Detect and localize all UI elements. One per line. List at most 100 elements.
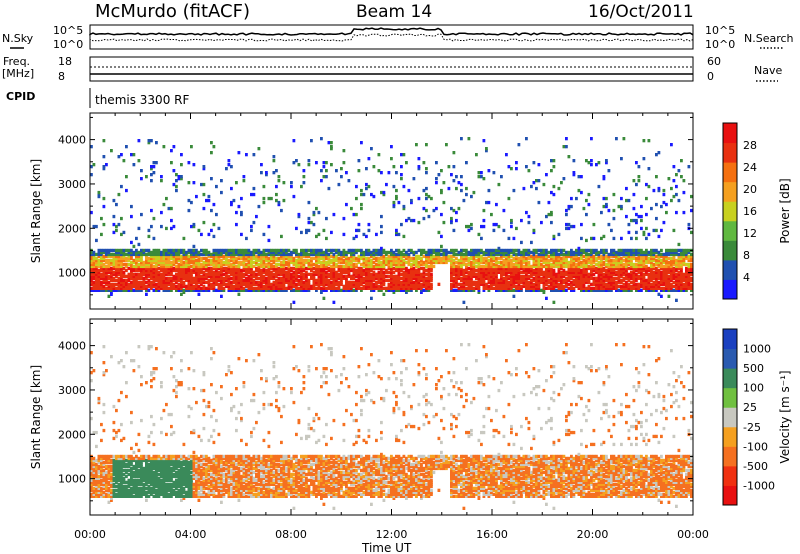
power-cell	[295, 258, 298, 263]
power-cell	[345, 280, 348, 284]
power-cell	[97, 274, 101, 278]
power-cell	[645, 268, 648, 273]
power-cell	[545, 264, 548, 269]
power-cell	[265, 258, 268, 263]
power-cell	[352, 276, 356, 280]
power-cell	[657, 280, 661, 284]
power-cell	[615, 286, 618, 290]
power-cell	[427, 250, 431, 255]
power-cell	[207, 266, 211, 271]
power-cell	[172, 284, 176, 288]
power-cell	[370, 258, 373, 263]
power-cell	[592, 222, 596, 227]
power-cell	[95, 276, 98, 280]
power-cell	[630, 262, 633, 267]
power-cell	[242, 258, 246, 263]
power-cell	[285, 260, 288, 265]
power-cell	[110, 270, 113, 274]
power-cell	[597, 264, 601, 269]
power-cell	[582, 264, 586, 269]
power-cell	[232, 260, 236, 265]
power-cell	[472, 256, 476, 261]
power-cell	[652, 256, 656, 261]
power-cell	[537, 260, 541, 265]
power-cell	[205, 258, 208, 263]
power-cell	[327, 278, 331, 282]
power-cell	[272, 284, 276, 288]
power-cell	[332, 274, 336, 278]
power-cell	[170, 268, 173, 273]
power-cell	[165, 260, 168, 265]
power-cell	[190, 264, 193, 269]
power-cell	[577, 262, 581, 267]
power-cell	[515, 161, 518, 165]
power-cell	[315, 270, 318, 274]
power-cell	[372, 274, 376, 278]
power-cell	[677, 276, 681, 280]
power-cell	[477, 264, 481, 269]
power-cell	[535, 276, 538, 280]
power-cell	[312, 248, 316, 253]
power-cell	[517, 270, 521, 274]
power-cell	[125, 278, 128, 282]
power-cell	[657, 186, 661, 191]
power-cell	[452, 254, 456, 259]
power-cell	[457, 181, 461, 185]
power-cell	[105, 282, 108, 286]
power-cell	[680, 272, 683, 276]
power-cell	[105, 278, 108, 282]
power-cell	[385, 268, 388, 273]
power-cell	[142, 278, 146, 282]
power-cell	[415, 274, 418, 278]
power-cell	[450, 256, 453, 261]
power-cell	[595, 262, 598, 267]
power-cell	[260, 171, 263, 175]
power-cell	[512, 294, 516, 298]
power-cell	[597, 260, 601, 265]
power-cell	[285, 280, 288, 284]
power-cell	[102, 222, 106, 227]
power-cell	[287, 280, 291, 284]
power-cell	[652, 248, 656, 253]
power-cell	[495, 282, 498, 286]
power-cell	[515, 167, 518, 171]
power-cell	[427, 248, 431, 253]
power-cell	[427, 272, 431, 276]
power-cell	[550, 258, 553, 263]
power-cell	[155, 258, 158, 263]
power-cell	[257, 272, 261, 276]
power-cell	[237, 268, 241, 273]
power-cell	[330, 270, 333, 274]
power-cell	[172, 256, 176, 261]
power-cell	[117, 260, 121, 265]
power-cell	[667, 282, 671, 286]
power-cell	[162, 248, 166, 253]
power-cell	[487, 274, 491, 278]
power-cell	[492, 282, 496, 286]
power-cell	[355, 270, 358, 274]
power-cell	[92, 280, 96, 284]
power-cell	[622, 268, 626, 273]
power-cell	[270, 274, 273, 278]
power-cell	[405, 284, 408, 288]
power-cell	[285, 274, 288, 278]
power-cell	[240, 212, 243, 217]
power-cell	[245, 153, 248, 157]
power-cell	[302, 280, 306, 284]
power-cell	[300, 258, 303, 263]
power-cell	[142, 264, 146, 269]
power-cell	[137, 266, 141, 271]
power-cell	[625, 282, 628, 286]
power-cell	[202, 278, 206, 282]
power-cell	[110, 278, 113, 282]
power-cell	[450, 262, 453, 267]
power-cell	[375, 264, 378, 269]
power-cell	[620, 280, 623, 284]
power-cell	[502, 268, 506, 273]
power-cell	[280, 234, 283, 239]
power-cell	[590, 256, 593, 261]
power-cell	[260, 252, 263, 257]
power-cell	[450, 250, 453, 255]
power-cell	[160, 284, 163, 288]
